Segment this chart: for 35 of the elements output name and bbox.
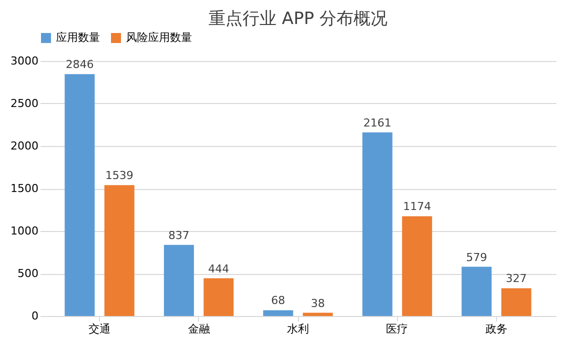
bar	[402, 216, 432, 316]
bar	[501, 288, 532, 316]
data-label: 837	[168, 228, 190, 242]
y-tick-label: 1500	[10, 182, 38, 195]
legend-label: 风险应用数量	[126, 31, 192, 44]
bar	[362, 132, 392, 316]
y-tick-label: 0	[32, 310, 38, 322]
bar	[64, 74, 95, 316]
x-tick-label: 交通	[88, 322, 111, 336]
data-label: 2161	[363, 116, 392, 130]
legend-label: 应用数量	[56, 31, 100, 44]
bar	[164, 244, 194, 316]
y-tick-label: 2000	[10, 140, 38, 152]
y-tick-label: 500	[18, 267, 38, 280]
data-label: 444	[208, 262, 230, 276]
bar	[104, 185, 134, 316]
y-tick-label: 2500	[10, 97, 38, 110]
x-tick-label: 水利	[287, 322, 309, 336]
data-label: 1174	[403, 200, 432, 214]
data-label: 579	[466, 250, 488, 264]
bar	[204, 278, 234, 316]
bar	[462, 266, 492, 316]
bar	[263, 310, 294, 316]
y-tick-label: 3000	[10, 54, 38, 68]
data-label: 68	[271, 294, 286, 308]
data-label: 1539	[105, 169, 134, 182]
chart-title: 重点行业 APP 分布概况	[208, 9, 388, 29]
y-tick-label: 1000	[10, 224, 38, 238]
data-label: 38	[310, 296, 325, 310]
x-tick-label: 金融	[188, 322, 210, 336]
data-label: 2846	[66, 58, 94, 72]
x-tick-label: 政务	[485, 322, 508, 336]
x-tick-label: 医疗	[386, 322, 408, 336]
bar	[302, 312, 333, 316]
data-label: 327	[506, 272, 527, 286]
